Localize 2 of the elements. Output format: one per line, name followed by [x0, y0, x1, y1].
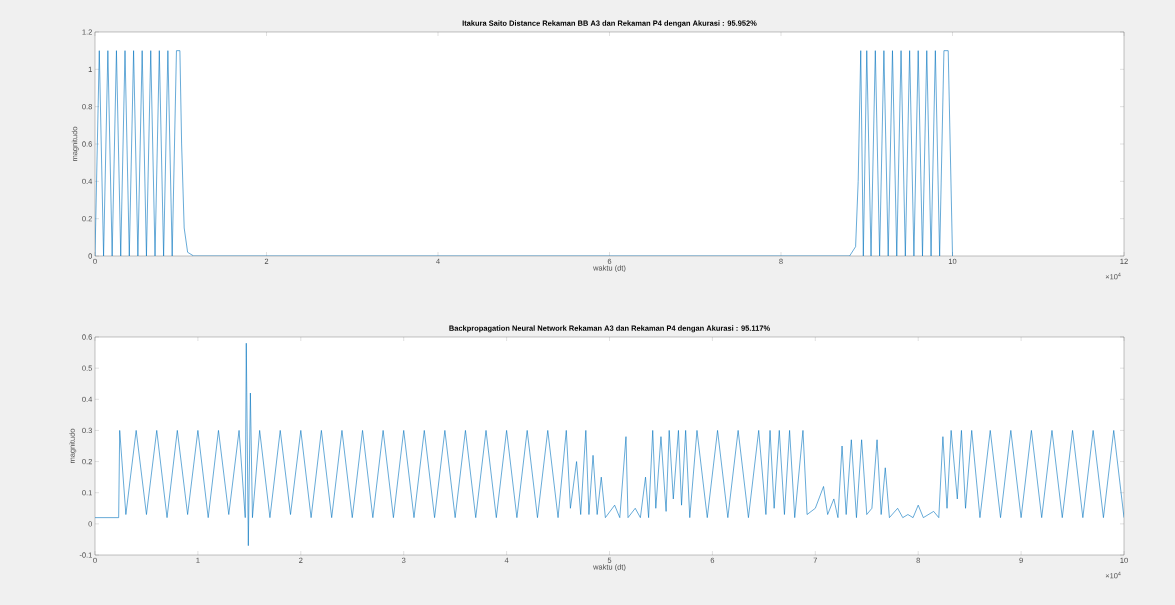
- line-series: [95, 342, 1125, 546]
- line-series: [95, 50, 953, 256]
